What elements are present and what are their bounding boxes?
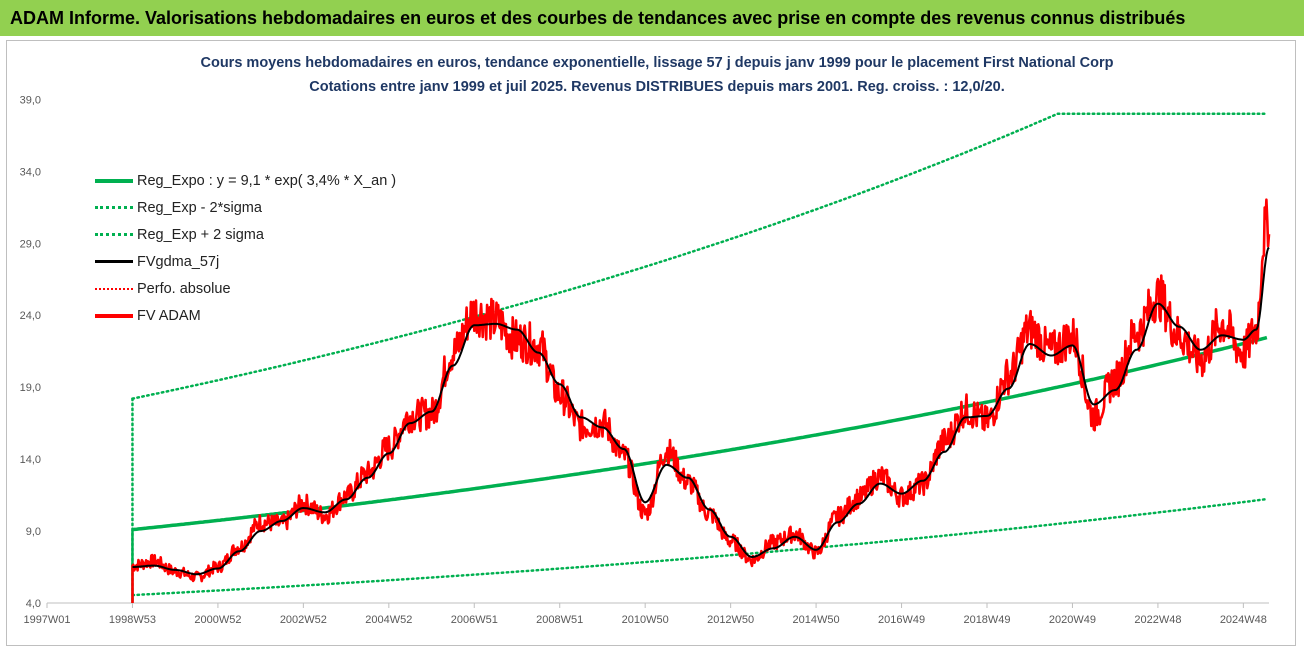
- legend-label: FVgdma_57j: [137, 253, 220, 270]
- legend-item: Perfo. absolue: [95, 275, 396, 302]
- legend-label: FV ADAM: [137, 307, 201, 324]
- y-tick-label: 14,0: [20, 454, 41, 466]
- y-tick-label: 24,0: [20, 310, 41, 322]
- x-tick-label: 1997W01: [23, 614, 70, 626]
- legend-swatch: [95, 287, 133, 290]
- chart-title: Cours moyens hebdomadaires en euros, ten…: [200, 55, 1114, 71]
- x-tick-label: 2020W49: [1049, 614, 1096, 626]
- report-banner: ADAM Informe. Valorisations hebdomadaire…: [0, 0, 1304, 36]
- y-tick-label: 39,0: [20, 94, 41, 106]
- y-tick-label: 34,0: [20, 166, 41, 178]
- legend-swatch: [95, 178, 133, 183]
- series-reg-exp-plus-2sigma: [131, 112, 1269, 400]
- y-tick-label: 19,0: [20, 382, 41, 394]
- x-tick-label: 2002W52: [280, 614, 327, 626]
- legend-item: Reg_Exp - 2*sigma: [95, 194, 396, 221]
- legend-label: Reg_Expo : y = 9,1 * exp( 3,4% * X_an ): [137, 172, 397, 189]
- legend-item: Reg_Exp + 2 sigma: [95, 221, 396, 248]
- x-tick-label: 2022W48: [1134, 614, 1181, 626]
- x-tick-label: 2004W52: [365, 614, 412, 626]
- legend-item: FVgdma_57j: [95, 248, 396, 275]
- legend-swatch: [95, 260, 133, 263]
- legend-label: Reg_Exp - 2*sigma: [137, 199, 262, 216]
- legend-swatch: [95, 233, 133, 236]
- legend-swatch: [95, 206, 133, 209]
- line-chart: 4,0 9,0 14,0 19,0 24,0 29,0 34,0 39,0 1997W01 199…: [20, 94, 1271, 626]
- x-tick-label: 2012W50: [707, 614, 754, 626]
- x-tick-label: 2000W52: [194, 614, 241, 626]
- y-tick-label: 9,0: [26, 526, 41, 538]
- x-tick-label: 1998W53: [109, 614, 156, 626]
- series-reg-exp-minus-2sigma: [131, 497, 1269, 597]
- x-tick-label: 2008W51: [536, 614, 583, 626]
- x-tick-label: 2014W50: [793, 614, 840, 626]
- legend-item: FV ADAM: [95, 302, 396, 329]
- chart-frame: 4,0 9,0 14,0 19,0 24,0 29,0 34,0 39,0 1997W01 199…: [6, 40, 1296, 646]
- legend-label: Reg_Exp + 2 sigma: [137, 226, 264, 243]
- y-tick-label: 29,0: [20, 238, 41, 250]
- chart-legend: Reg_Expo : y = 9,1 * exp( 3,4% * X_an ) R…: [95, 167, 396, 329]
- x-tick-label: 2018W49: [963, 614, 1010, 626]
- legend-item: Reg_Expo : y = 9,1 * exp( 3,4% * X_an ): [95, 167, 396, 194]
- x-tick-label: 2024W48: [1220, 614, 1267, 626]
- series-fvgdma-57j: [132, 246, 1270, 576]
- x-tick-label: 2010W50: [622, 614, 669, 626]
- x-tick-label: 2016W49: [878, 614, 925, 626]
- x-tick-label: 2006W51: [451, 614, 498, 626]
- chart-subtitle: Cotations entre janv 1999 et juil 2025. …: [309, 79, 1005, 95]
- legend-swatch: [95, 313, 133, 318]
- legend-label: Perfo. absolue: [137, 280, 231, 297]
- y-tick-label: 4,0: [26, 598, 41, 610]
